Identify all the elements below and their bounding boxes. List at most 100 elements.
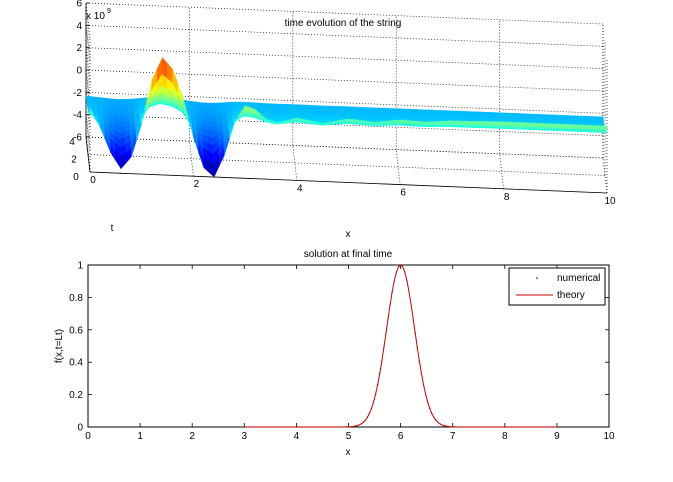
series-theory-line bbox=[244, 264, 557, 428]
z-exponent-power: 9 bbox=[107, 8, 111, 15]
surface-patch bbox=[354, 109, 361, 113]
surface-patch bbox=[566, 117, 573, 122]
surface-patch bbox=[523, 122, 530, 127]
x-tick-labels-3d: 0 2 4 6 8 10 bbox=[90, 175, 616, 207]
floor-tgrid-1 bbox=[87, 154, 606, 176]
surface-patch bbox=[469, 116, 475, 120]
surface-patch bbox=[497, 121, 504, 126]
surface-patch bbox=[363, 120, 370, 125]
surface-patch bbox=[432, 109, 439, 114]
surface-patch bbox=[525, 113, 532, 117]
surface-patch bbox=[271, 103, 278, 107]
surface-patch bbox=[370, 110, 377, 114]
surface-patch bbox=[458, 113, 465, 117]
surface-patch bbox=[391, 110, 398, 114]
x-tick-label: 3 bbox=[242, 431, 248, 442]
surface-patch bbox=[518, 122, 525, 127]
surface-patch bbox=[561, 117, 568, 121]
surface-patch bbox=[373, 121, 380, 125]
left-axis bbox=[85, 136, 91, 173]
surface-patch bbox=[375, 107, 382, 111]
surface-patch bbox=[437, 115, 444, 119]
z-tick-label: 2 bbox=[76, 43, 82, 54]
surface-patch bbox=[390, 108, 397, 112]
x-tick-label: 4 bbox=[294, 431, 300, 442]
surface-patch bbox=[339, 111, 346, 115]
surface-patch bbox=[515, 118, 522, 122]
surface-patch bbox=[425, 121, 432, 126]
surface-patch bbox=[349, 109, 356, 113]
surface-patch bbox=[324, 110, 331, 115]
surface-patch bbox=[378, 120, 385, 125]
surface-patch bbox=[463, 116, 470, 120]
surface-patch bbox=[122, 102, 129, 107]
surface-patch bbox=[320, 120, 327, 123]
surface-patch bbox=[503, 121, 509, 126]
surface-patch bbox=[556, 117, 563, 121]
surface-patch bbox=[514, 113, 521, 117]
surface-patch bbox=[559, 123, 566, 129]
surface-patch bbox=[598, 121, 605, 125]
surface-patch bbox=[468, 111, 475, 115]
z-tick-label: 4 bbox=[76, 21, 82, 32]
surface-patch bbox=[471, 124, 478, 128]
surface-patch bbox=[385, 107, 392, 112]
surface-mesh bbox=[85, 57, 608, 178]
floor-gridline-2 bbox=[292, 145, 298, 181]
surface-patch bbox=[368, 121, 375, 125]
line-ylabel: f(x,t=Lt) bbox=[54, 329, 65, 363]
z-tick-label: -6 bbox=[73, 133, 82, 144]
x-tick-label-3d: 4 bbox=[297, 183, 303, 194]
surface-patch bbox=[510, 115, 517, 119]
surface-patch bbox=[504, 115, 511, 119]
surface-patch bbox=[489, 117, 496, 121]
surface-patch bbox=[453, 113, 460, 117]
z-exponent: x 10 9 bbox=[86, 8, 111, 22]
surface-patch bbox=[541, 116, 548, 120]
surface-patch bbox=[476, 124, 483, 128]
surface-patch bbox=[272, 111, 279, 115]
surface-patch bbox=[117, 105, 124, 110]
surface-patch bbox=[394, 119, 401, 124]
surface-patch bbox=[116, 99, 123, 103]
surface-patch bbox=[453, 115, 460, 119]
surface-patch bbox=[339, 108, 346, 112]
surface-patch bbox=[442, 110, 449, 114]
surface-patch bbox=[273, 116, 280, 120]
x-tick-label: 7 bbox=[450, 431, 456, 442]
surface-patch bbox=[551, 117, 558, 121]
surface-patch bbox=[492, 121, 499, 126]
surface-patch bbox=[380, 107, 387, 112]
surface-patch bbox=[358, 119, 365, 124]
legend-label-theory: theory bbox=[557, 290, 585, 301]
t-tick-label: 2 bbox=[71, 155, 77, 166]
surface-patch bbox=[273, 114, 280, 117]
surface-patch bbox=[510, 118, 517, 122]
surface-patch bbox=[329, 108, 336, 112]
surface-patch bbox=[509, 112, 516, 117]
surface-patch bbox=[562, 120, 569, 124]
surface-patch bbox=[422, 114, 429, 118]
surface-patch bbox=[596, 125, 603, 130]
surface-patch bbox=[483, 111, 490, 116]
surface-patch bbox=[287, 106, 294, 110]
surface-patch bbox=[289, 116, 296, 119]
x-tick-label-3d: 2 bbox=[194, 179, 200, 190]
surface-patch bbox=[282, 103, 289, 108]
surface-patch bbox=[466, 120, 473, 125]
surface-patch bbox=[283, 116, 290, 120]
surface-patch bbox=[277, 109, 284, 113]
surface-patch bbox=[319, 115, 326, 119]
surface-patch bbox=[386, 115, 393, 119]
surface-patch bbox=[535, 113, 542, 118]
surface-patch bbox=[354, 106, 361, 111]
z-tick-label: 6 bbox=[76, 0, 82, 10]
surface-patch bbox=[375, 110, 382, 114]
surface-patch bbox=[423, 119, 430, 123]
surface-patch bbox=[448, 115, 455, 119]
surface-patch bbox=[541, 119, 548, 123]
t-tick-labels: 0 2 4 bbox=[69, 137, 79, 183]
surface-patch bbox=[477, 121, 484, 126]
surface-patch bbox=[551, 114, 558, 118]
